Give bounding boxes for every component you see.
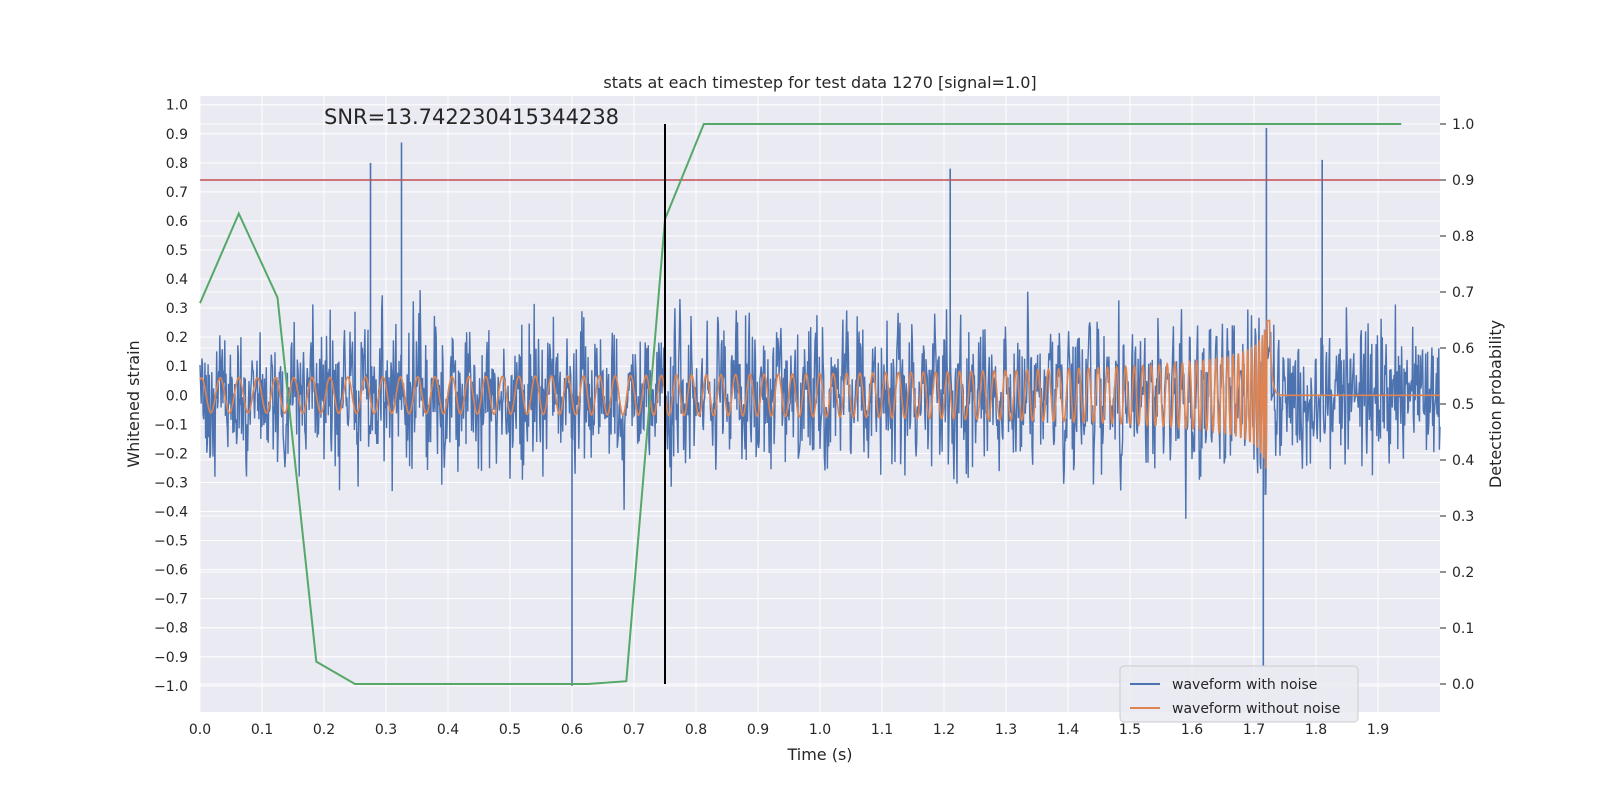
x-axis-label: Time (s) <box>786 745 852 764</box>
y-tick-label: −0.1 <box>154 417 188 433</box>
y2-tick-label: 1.0 <box>1452 117 1474 133</box>
y-tick-label: −0.6 <box>154 563 188 579</box>
x-tick-label: 0.2 <box>313 722 335 738</box>
y2-tick-label: 0.5 <box>1452 397 1474 413</box>
y-tick-label: 0.7 <box>166 185 188 201</box>
y-tick-label: 0.9 <box>166 127 188 143</box>
x-tick-label: 1.1 <box>871 722 893 738</box>
y-tick-label: 0.5 <box>166 243 188 259</box>
x-axis-ticks: 0.0 0.1 0.2 0.3 0.4 0.5 0.6 0.7 0.8 0.9 1.0 1.1 1.2 1… <box>189 722 1389 738</box>
y-tick-label: 1.0 <box>166 98 188 114</box>
series-layer <box>199 123 1441 686</box>
y-axis-ticks: 1.0 0.9 0.8 0.7 0.6 0.5 0.4 0.3 0.2 0.1 0.0 −0.1 −0.… <box>154 98 188 695</box>
y-tick-label: 0.8 <box>166 156 188 172</box>
y-tick-label: 0.0 <box>166 388 188 404</box>
y2-tick-label: 0.7 <box>1452 285 1474 301</box>
x-tick-label: 1.4 <box>1057 722 1079 738</box>
y-tick-label: −0.7 <box>154 592 188 608</box>
y-tick-label: 0.6 <box>166 214 188 230</box>
y2-tick-label: 0.3 <box>1452 509 1474 525</box>
series-line-waveform-without-noise <box>199 319 1440 469</box>
series-line-detection-probability <box>199 123 1402 685</box>
x-tick-label: 0.6 <box>561 722 583 738</box>
x-tick-label: 1.7 <box>1243 722 1265 738</box>
y-tick-label: −0.3 <box>154 475 188 491</box>
y2-tick-label: 0.2 <box>1452 565 1474 581</box>
x-tick-label: 0.8 <box>685 722 707 738</box>
x-tick-label: 1.5 <box>1119 722 1141 738</box>
legend-box <box>1119 665 1359 723</box>
x-tick-label: 1.2 <box>933 722 955 738</box>
y-axis-label: Whitened strain <box>124 340 143 467</box>
series-line-waveform-with-noise <box>199 290 1441 519</box>
y-tick-label: −1.0 <box>154 679 188 695</box>
x-tick-label: 1.9 <box>1367 722 1389 738</box>
y2-tick-label: 0.0 <box>1452 677 1474 693</box>
x-tick-label: 0.0 <box>189 722 211 738</box>
y-tick-label: −0.5 <box>154 534 188 550</box>
legend-label-waveform-without-noise: waveform without noise <box>1172 701 1340 717</box>
y2-tick-label: 0.8 <box>1452 229 1474 245</box>
y-tick-label: 0.4 <box>166 272 188 288</box>
x-tick-label: 0.3 <box>375 722 397 738</box>
y2-tick-label: 0.1 <box>1452 621 1474 637</box>
x-tick-label: 0.7 <box>623 722 645 738</box>
y2-tick-label: 0.6 <box>1452 341 1474 357</box>
y-tick-label: 0.3 <box>166 301 188 317</box>
x-tick-label: 1.0 <box>809 722 831 738</box>
chart-title: stats at each timestep for test data 127… <box>603 73 1036 92</box>
y-tick-label: −0.8 <box>154 621 188 637</box>
x-tick-label: 1.3 <box>995 722 1017 738</box>
x-tick-label: 1.8 <box>1305 722 1327 738</box>
snr-annotation: SNR=13.742230415344238 <box>324 105 619 129</box>
y-tick-label: −0.9 <box>154 650 188 666</box>
x-tick-label: 0.1 <box>251 722 273 738</box>
legend: waveform with noise waveform without noi… <box>1119 665 1359 723</box>
y2-axis-ticks: 1.0 0.9 0.8 0.7 0.6 0.5 0.4 0.3 0.2 0.1 0.0 <box>1440 117 1474 693</box>
y-tick-label: 0.1 <box>166 359 188 375</box>
y-tick-label: −0.2 <box>154 446 188 462</box>
y2-tick-label: 0.9 <box>1452 173 1474 189</box>
x-tick-label: 0.9 <box>747 722 769 738</box>
x-tick-label: 0.5 <box>499 722 521 738</box>
y2-axis-label: Detection probability <box>1486 320 1505 488</box>
y-tick-label: −0.4 <box>154 505 188 521</box>
x-tick-label: 0.4 <box>437 722 459 738</box>
y-tick-label: 0.2 <box>166 330 188 346</box>
x-tick-label: 1.6 <box>1181 722 1203 738</box>
y2-tick-label: 0.4 <box>1452 453 1474 469</box>
legend-label-waveform-with-noise: waveform with noise <box>1172 677 1317 693</box>
